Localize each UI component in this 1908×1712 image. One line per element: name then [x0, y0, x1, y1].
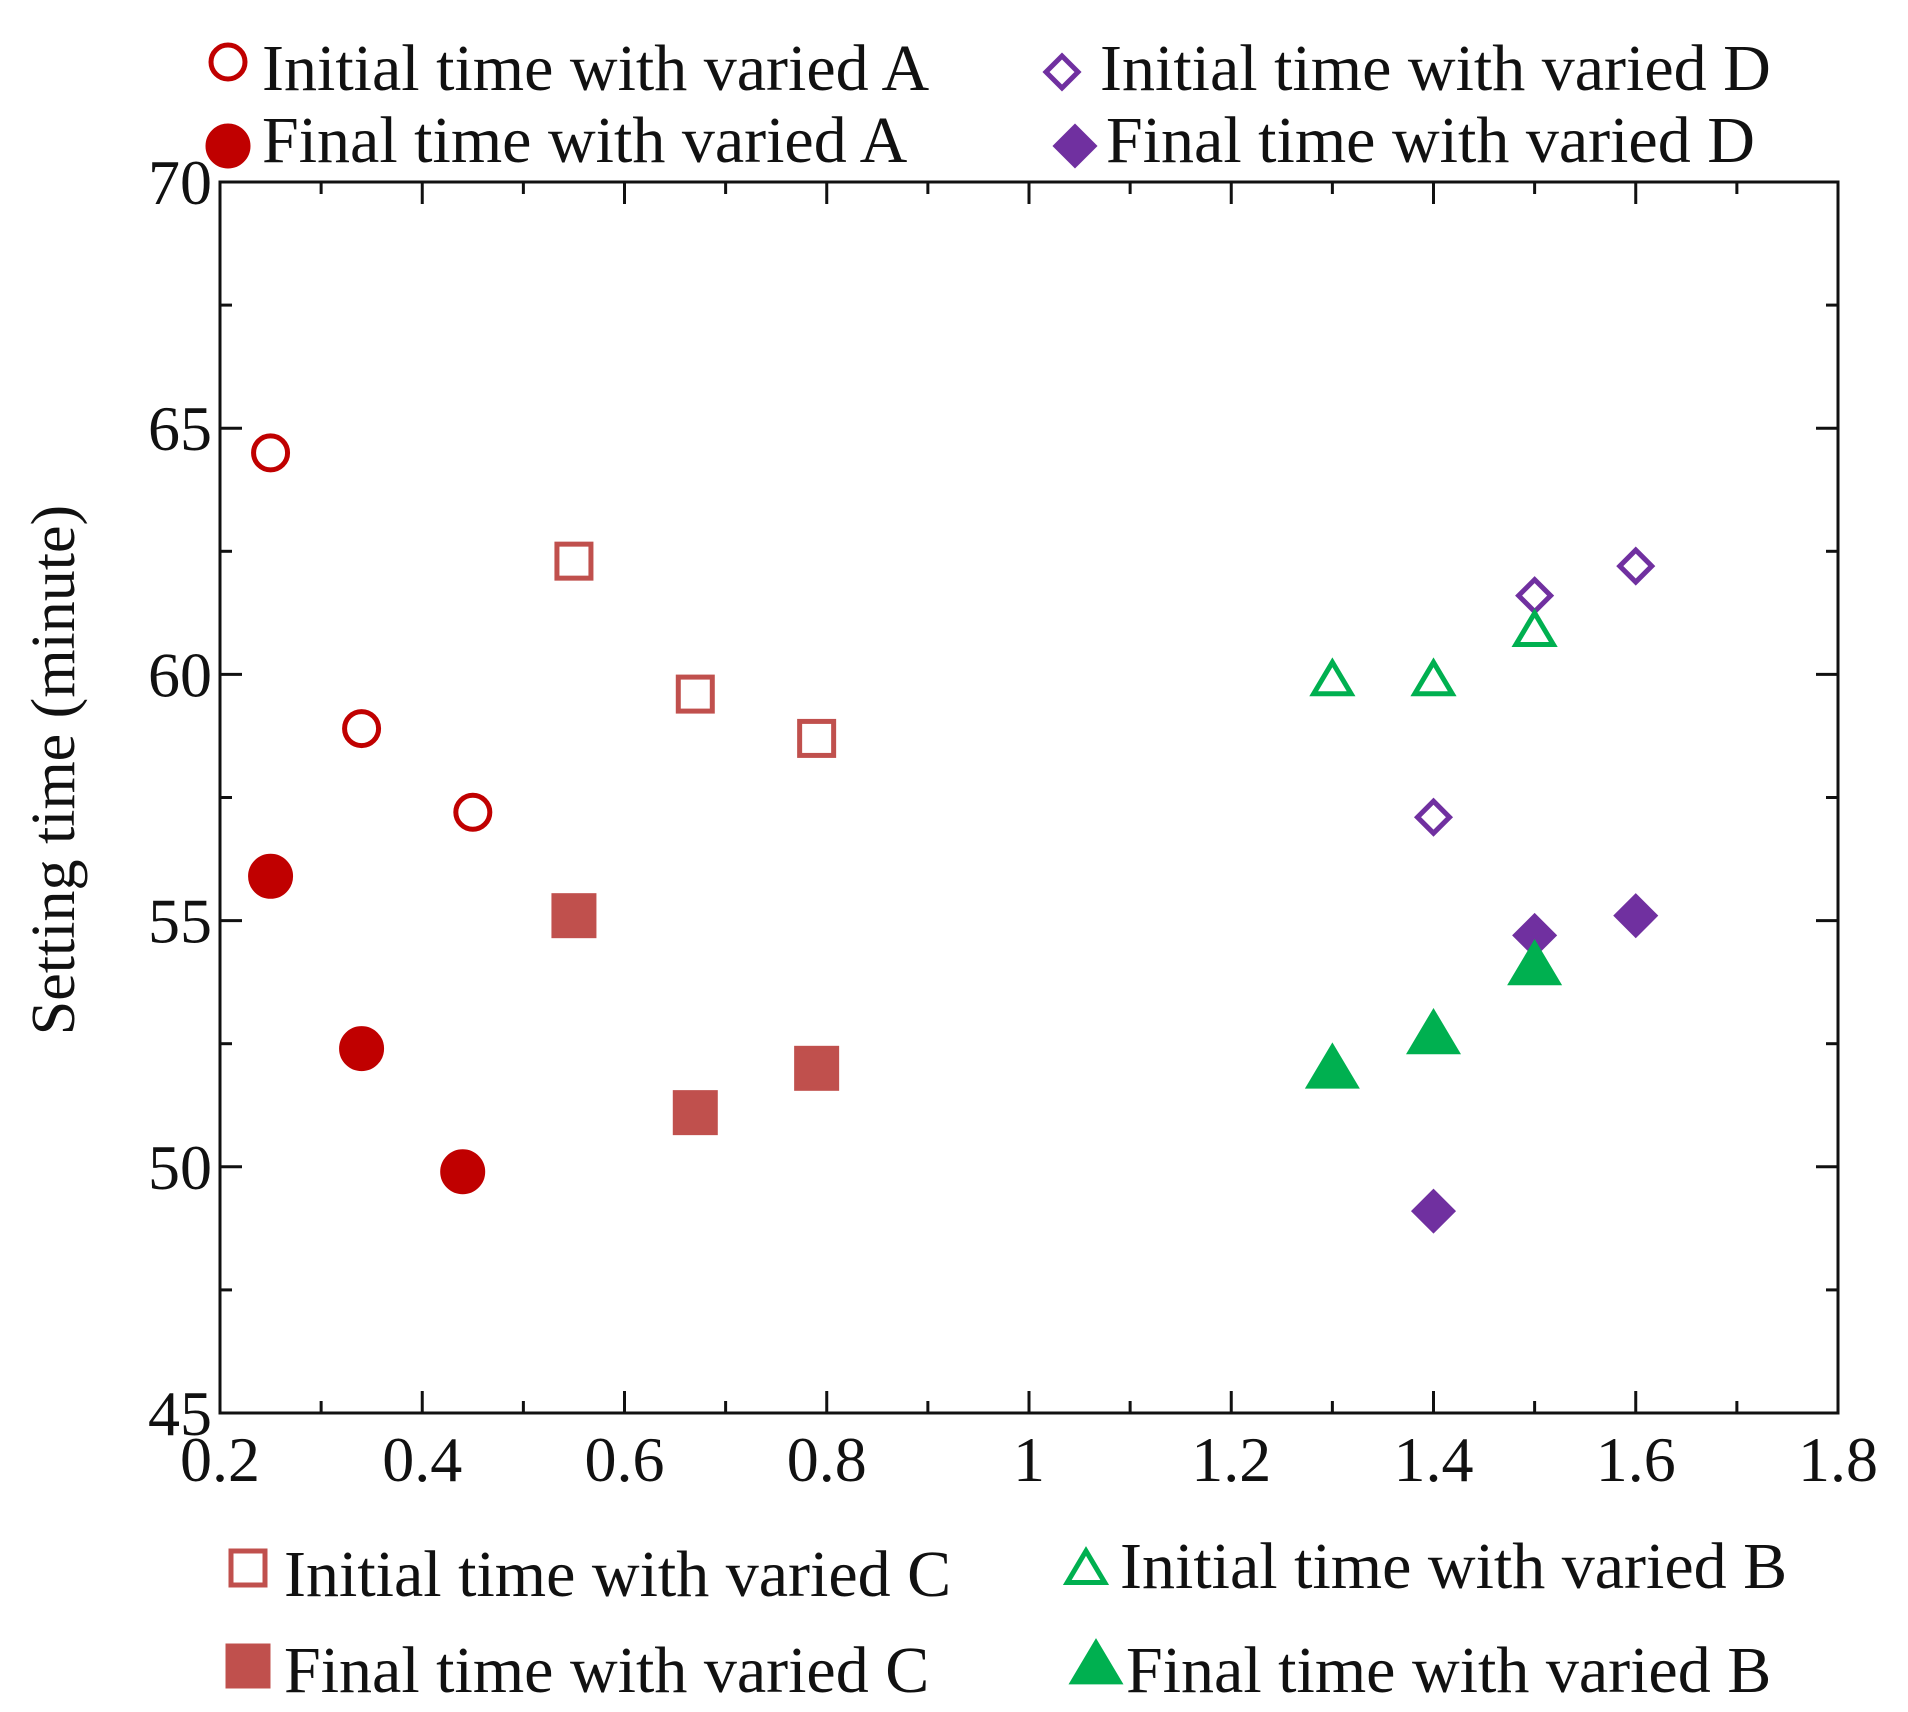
point-triangle-open-6-1 — [1410, 657, 1457, 697]
legend-bottom-label: Initial time with varied C — [284, 1538, 951, 1611]
x-tick-label: 1 — [1013, 1424, 1045, 1495]
legend-bottom-marker-square-filled — [225, 1643, 271, 1689]
y-tick-label: 60 — [148, 639, 212, 710]
legend-top-marker-circle-open — [208, 42, 248, 82]
point-square-filled-5-0 — [551, 893, 597, 939]
data-points — [248, 433, 1659, 1234]
point-circle-open-0-1 — [342, 709, 382, 749]
axis-ticks — [218, 180, 1840, 1415]
legend-top-label: Initial time with varied D — [1100, 32, 1771, 105]
x-tick-label: 1.6 — [1596, 1424, 1676, 1495]
legend-top-marker-circle-filled — [205, 123, 251, 169]
legend-bottom-label: Final time with varied C — [284, 1634, 929, 1707]
legend-top-label: Final time with varied A — [262, 104, 908, 177]
point-square-open-4-2 — [797, 718, 837, 758]
point-diamond-open-2-1 — [1515, 576, 1555, 616]
point-triangle-open-6-0 — [1309, 657, 1356, 697]
point-diamond-open-2-2 — [1616, 546, 1656, 586]
y-tick-label: 55 — [148, 886, 212, 957]
point-circle-filled-1-2 — [440, 1149, 486, 1195]
legend-top: Initial time with varied A Initial time w… — [205, 32, 1771, 177]
x-tick-label: 0.8 — [787, 1424, 867, 1495]
point-circle-filled-1-0 — [248, 853, 294, 899]
point-circle-filled-1-1 — [339, 1026, 385, 1072]
legend-bottom-marker-triangle-open — [1062, 1546, 1110, 1585]
axis-tick-labels: 0.2 0.4 0.6 0.8 1 1.2 1.4 1.6 1.8 45 50 55 60 65 70 — [148, 147, 1878, 1495]
point-triangle-open-6-2 — [1511, 608, 1558, 648]
point-circle-open-0-0 — [251, 433, 291, 473]
y-tick-label: 50 — [148, 1132, 212, 1203]
point-diamond-filled-3-0 — [1410, 1188, 1457, 1234]
point-triangle-filled-7-1 — [1406, 1007, 1461, 1055]
x-tick-label: 0.4 — [382, 1424, 462, 1495]
legend-bottom: Initial time with varied C Initial time w… — [225, 1530, 1787, 1707]
y-tick-label: 45 — [148, 1378, 212, 1449]
x-tick-label: 1.4 — [1394, 1424, 1474, 1495]
legend-bottom-marker-triangle-filled — [1068, 1638, 1124, 1685]
y-tick-label: 65 — [148, 393, 212, 464]
x-tick-label: 1.2 — [1191, 1424, 1271, 1495]
legend-bottom-marker-square-open — [228, 1548, 268, 1588]
x-tick-label: 0.2 — [180, 1424, 260, 1495]
point-diamond-open-2-0 — [1413, 797, 1454, 837]
point-triangle-filled-7-2 — [1507, 939, 1563, 986]
x-tick-label: 1.8 — [1798, 1424, 1878, 1495]
point-square-filled-5-1 — [672, 1090, 718, 1136]
point-diamond-filled-3-2 — [1613, 893, 1659, 939]
point-circle-open-0-2 — [453, 792, 493, 832]
point-triangle-filled-7-0 — [1304, 1042, 1360, 1089]
plot-frame — [218, 180, 1840, 1415]
legend-top-marker-diamond-filled — [1052, 123, 1098, 169]
y-axis-label: Setting time (minute) — [20, 505, 88, 1035]
x-tick-label: 0.6 — [585, 1424, 665, 1495]
legend-top-label: Final time with varied D — [1106, 104, 1755, 177]
legend-bottom-label: Final time with varied B — [1126, 1634, 1771, 1707]
point-square-filled-5-2 — [794, 1045, 840, 1091]
legend-top-marker-diamond-open — [1042, 52, 1082, 92]
point-square-open-4-0 — [554, 541, 594, 581]
point-square-open-4-1 — [675, 674, 715, 714]
legend-bottom-label: Initial time with varied B — [1120, 1530, 1787, 1603]
legend-top-label: Initial time with varied A — [262, 32, 930, 105]
y-tick-label: 70 — [148, 147, 212, 218]
